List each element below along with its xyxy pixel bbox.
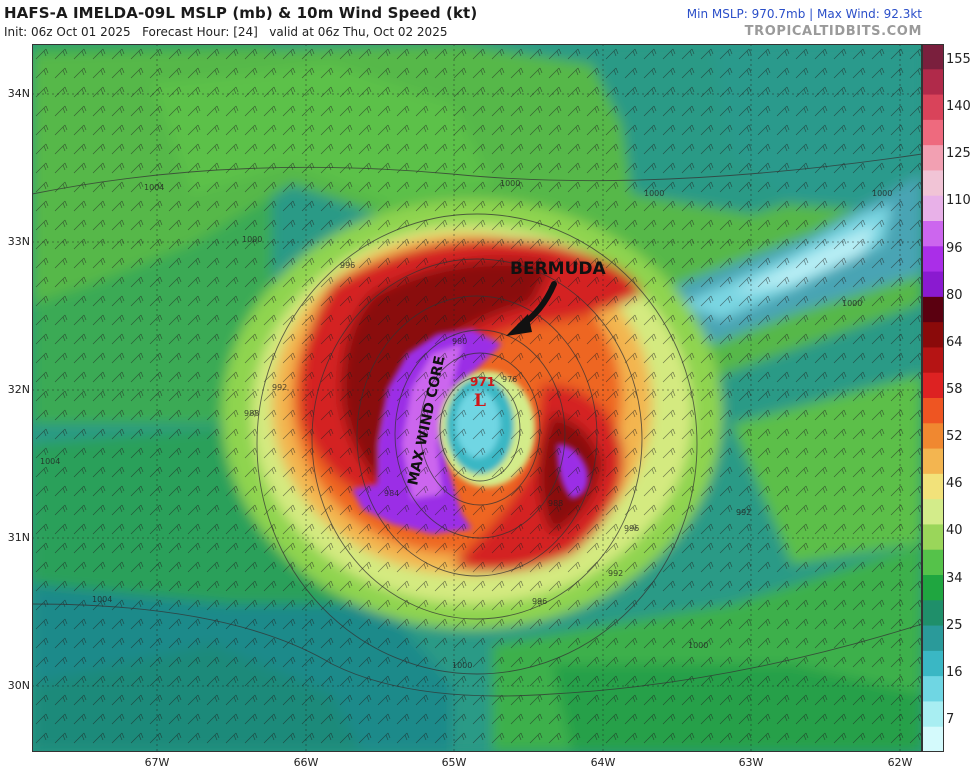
colorbar-swatch xyxy=(922,170,944,197)
colorbar-swatch xyxy=(922,575,944,601)
colorbar-swatch xyxy=(922,524,944,551)
lat-label-32n: 32N xyxy=(7,383,30,396)
svg-text:996: 996 xyxy=(624,524,639,533)
svg-text:988: 988 xyxy=(548,499,563,508)
colorbar-label: 58 xyxy=(946,382,963,397)
colorbar-swatch xyxy=(922,195,944,222)
colorbar-swatch xyxy=(922,296,944,323)
graticule xyxy=(32,44,922,752)
colorbar xyxy=(922,44,944,752)
colorbar-swatch xyxy=(922,625,944,652)
colorbar-swatch xyxy=(922,246,944,273)
svg-text:1000: 1000 xyxy=(688,641,708,650)
svg-text:1000: 1000 xyxy=(842,299,862,308)
colorbar-swatch xyxy=(922,221,944,247)
lat-label-31n: 31N xyxy=(7,531,30,544)
lat-label-30n: 30N xyxy=(7,679,30,692)
colorbar-swatch xyxy=(922,398,944,424)
colorbar-label: 46 xyxy=(946,476,963,492)
svg-text:1000: 1000 xyxy=(500,179,520,188)
lon-label-63w: 63W xyxy=(738,756,764,769)
plot-title: HAFS-A IMELDA-09L MSLP (mb) & 10m Wind S… xyxy=(4,4,478,22)
center-pressure: 971 xyxy=(470,375,495,389)
colorbar-label: 155 xyxy=(946,52,971,67)
colorbar-swatch xyxy=(922,322,944,348)
low-center-symbol: L xyxy=(474,391,486,411)
lat-label-34n: 34N xyxy=(7,87,30,100)
colorbar-swatch xyxy=(922,473,944,500)
bermuda-arrow-head xyxy=(506,314,532,336)
forecast-hour: Forecast Hour: [24] xyxy=(142,25,258,39)
colorbar-swatch xyxy=(922,94,944,121)
svg-text:984: 984 xyxy=(384,489,399,498)
init-time: Init: 06z Oct 01 2025 xyxy=(4,25,131,39)
svg-text:1000: 1000 xyxy=(242,235,262,244)
wind-barbs xyxy=(32,44,922,752)
svg-text:992: 992 xyxy=(272,383,287,392)
svg-text:980: 980 xyxy=(452,337,467,346)
colorbar-swatch xyxy=(922,44,944,70)
isobars xyxy=(32,153,922,697)
svg-text:1004: 1004 xyxy=(40,457,60,466)
lon-label-62w: 62W xyxy=(887,756,913,769)
svg-text:1000: 1000 xyxy=(872,189,892,198)
colorbar-swatch xyxy=(922,549,944,576)
lon-label-66w: 66W xyxy=(293,756,319,769)
colorbar-swatch xyxy=(922,145,944,171)
colorbar-swatch xyxy=(922,676,944,702)
colorbar-label: 80 xyxy=(946,287,963,303)
colorbar-label: 110 xyxy=(946,193,971,209)
lon-label-64w: 64W xyxy=(590,756,616,769)
wind-map[interactable]: 1004 1000 996 992 988 984 980 976 1000 1… xyxy=(32,44,922,752)
svg-text:1004: 1004 xyxy=(144,183,164,192)
colorbar-swatch xyxy=(922,726,944,752)
colorbar-label: 96 xyxy=(946,240,963,256)
svg-text:1000: 1000 xyxy=(644,189,664,198)
colorbar-label: 7 xyxy=(946,712,955,727)
colorbar-label: 125 xyxy=(946,146,971,162)
isobar-labels: 1004 1000 996 992 988 984 980 976 1000 1… xyxy=(40,179,892,670)
svg-text:1000: 1000 xyxy=(452,661,472,670)
svg-text:996: 996 xyxy=(340,261,355,270)
colorbar-label: 52 xyxy=(946,429,963,445)
colorbar-swatch xyxy=(922,347,944,374)
svg-text:976: 976 xyxy=(502,375,517,384)
colorbar-swatch xyxy=(922,271,944,298)
colorbar-label: 140 xyxy=(946,99,971,115)
colorbar-label: 16 xyxy=(946,664,963,680)
lat-label-33n: 33N xyxy=(7,235,30,248)
colorbar-swatch xyxy=(922,423,944,450)
svg-text:992: 992 xyxy=(736,508,751,517)
storm-stats: Min MSLP: 970.7mb | Max Wind: 92.3kt xyxy=(686,7,922,21)
colorbar-label: 25 xyxy=(946,617,963,633)
svg-text:996: 996 xyxy=(532,597,547,606)
colorbar-swatch xyxy=(922,372,944,399)
site-credit: TROPICALTIDBITS.COM xyxy=(744,24,922,39)
colorbar-swatch xyxy=(922,600,944,627)
bermuda-label: BERMUDA xyxy=(510,259,606,279)
lon-label-65w: 65W xyxy=(441,756,467,769)
colorbar-swatch xyxy=(922,499,944,525)
colorbar-label: 34 xyxy=(946,570,963,586)
svg-text:992: 992 xyxy=(608,569,623,578)
lon-label-67w: 67W xyxy=(144,756,170,769)
colorbar-label: 64 xyxy=(946,334,963,350)
colorbar-swatch xyxy=(922,701,944,728)
svg-text:1004: 1004 xyxy=(92,595,112,604)
colorbar-swatch xyxy=(922,69,944,96)
colorbar-swatch xyxy=(922,448,944,475)
colorbar-label: 40 xyxy=(946,523,963,539)
valid-time: valid at 06z Thu, Oct 02 2025 xyxy=(269,25,448,39)
colorbar-swatch xyxy=(922,119,944,146)
colorbar-swatch xyxy=(922,650,944,677)
plot-subtitle: Init: 06z Oct 01 2025 Forecast Hour: [24… xyxy=(4,25,447,39)
svg-text:988: 988 xyxy=(244,409,259,418)
